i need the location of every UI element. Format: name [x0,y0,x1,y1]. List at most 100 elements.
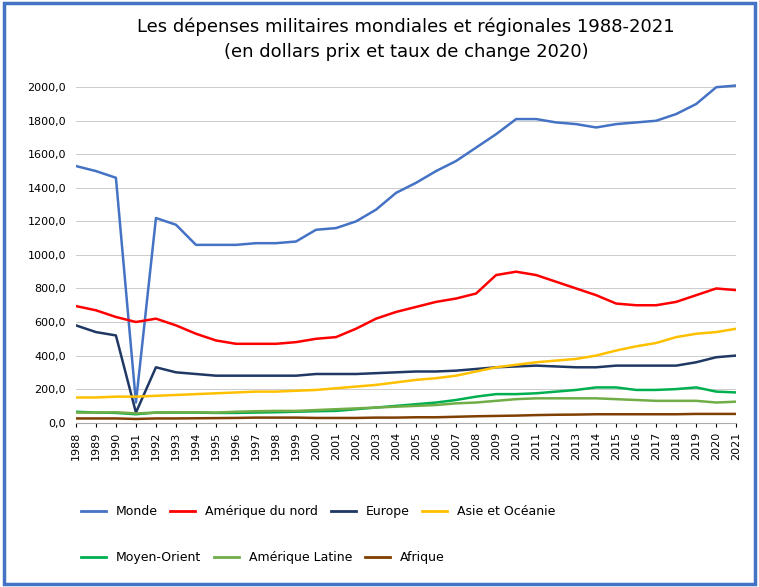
Europe [131,409,140,416]
Asie et Océanie [531,359,540,366]
Moyen-Orient [712,388,721,395]
Asie et Océanie [151,392,160,399]
Monde [672,110,681,117]
Amérique Latine [552,395,561,402]
Moyen-Orient [112,409,121,416]
Moyen-Orient [732,389,741,396]
Afrique [231,414,241,421]
Amérique du nord [572,285,581,292]
Monde [691,100,701,107]
Amérique Latine [612,396,621,403]
Amérique du nord [691,292,701,299]
Europe [251,372,260,379]
Afrique [591,411,600,418]
Asie et Océanie [612,347,621,354]
Asie et Océanie [492,364,501,371]
Afrique [531,411,540,419]
Asie et Océanie [91,394,100,401]
Europe [691,359,701,366]
Moyen-Orient [191,409,200,416]
Amérique Latine [91,409,100,416]
Europe [432,368,441,375]
Amérique du nord [591,292,600,299]
Amérique du nord [272,340,281,348]
Amérique du nord [471,290,480,297]
Asie et Océanie [272,388,281,395]
Europe [191,370,200,377]
Monde [432,167,441,174]
Asie et Océanie [231,389,241,396]
Monde [471,144,480,151]
Asie et Océanie [371,382,380,389]
Moyen-Orient [151,409,160,416]
Moyen-Orient [452,396,461,403]
Monde [392,190,401,197]
Monde [311,226,320,233]
Europe [371,370,380,377]
Europe [71,322,80,329]
Asie et Océanie [691,330,701,338]
Amérique du nord [531,272,540,279]
Afrique [572,411,581,418]
Moyen-Orient [371,404,380,411]
Asie et Océanie [732,325,741,332]
Europe [471,366,480,373]
Afrique [672,411,681,418]
Amérique Latine [392,403,401,410]
Afrique [411,414,420,421]
Afrique [151,415,160,422]
Amérique Latine [231,408,241,415]
Afrique [612,411,621,418]
Moyen-Orient [512,390,521,397]
Asie et Océanie [552,357,561,364]
Europe [512,363,521,370]
Amérique Latine [371,404,380,411]
Europe [212,372,221,379]
Amérique du nord [351,325,361,332]
Europe [392,369,401,376]
Asie et Océanie [351,383,361,390]
Afrique [311,414,320,421]
Afrique [212,414,221,421]
Moyen-Orient [612,384,621,391]
Amérique du nord [112,313,121,321]
Monde [212,241,221,248]
Afrique [452,413,461,420]
Moyen-Orient [351,406,361,413]
Amérique du nord [91,307,100,314]
Europe [272,372,281,379]
Afrique [552,411,561,419]
Moyen-Orient [531,390,540,397]
Europe [552,363,561,370]
Monde [71,163,80,170]
Monde [191,241,200,248]
Europe [591,364,600,371]
Asie et Océanie [432,375,441,382]
Amérique du nord [191,330,200,338]
Moyen-Orient [231,409,241,416]
Monde [251,239,260,247]
Amérique Latine [272,407,281,414]
Amérique du nord [732,286,741,294]
Asie et Océanie [392,379,401,386]
Amérique du nord [672,298,681,305]
Asie et Océanie [71,394,80,401]
Line: Asie et Océanie: Asie et Océanie [76,329,736,397]
Line: Moyen-Orient: Moyen-Orient [76,387,736,414]
Asie et Océanie [572,355,581,362]
Afrique [392,414,401,421]
Moyen-Orient [672,386,681,393]
Monde [732,82,741,89]
Asie et Océanie [332,384,341,392]
Europe [311,370,320,377]
Amérique Latine [191,409,200,416]
Amérique du nord [172,322,181,329]
Amérique Latine [432,402,441,409]
Monde [712,84,721,91]
Monde [612,120,621,127]
Europe [91,329,100,336]
Europe [112,332,121,339]
Moyen-Orient [272,409,281,416]
Amérique Latine [151,409,160,416]
Europe [151,364,160,371]
